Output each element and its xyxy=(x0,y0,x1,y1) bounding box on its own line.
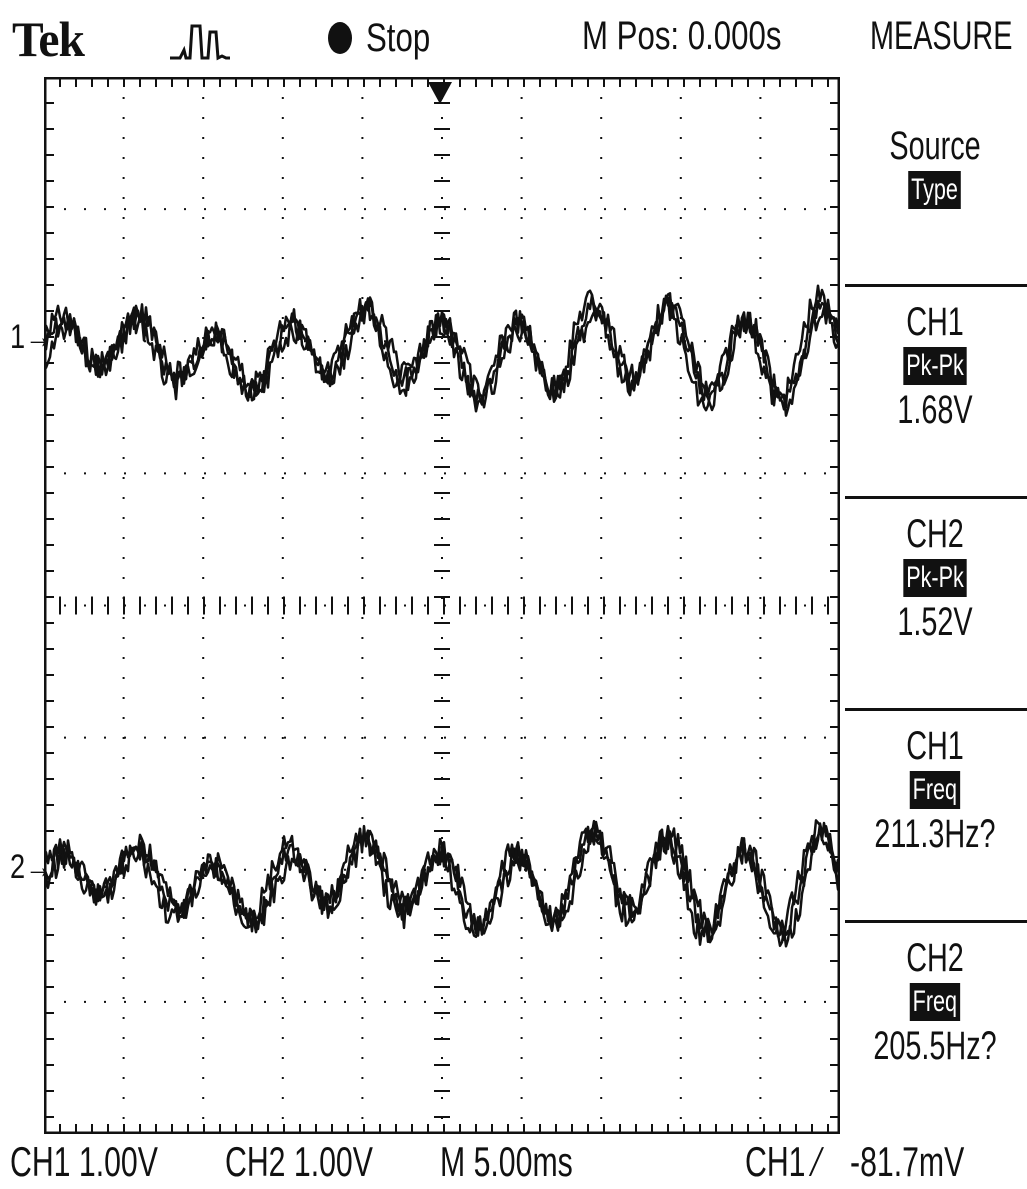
measurement-value: 1.68V xyxy=(897,388,973,432)
measurement-type: Freq xyxy=(909,771,961,809)
measurement-slot-1[interactable]: CH1 Pk-Pk 1.68V xyxy=(843,300,1027,433)
rising-edge-icon: ∕ xyxy=(815,1138,821,1185)
measurement-type: Pk-Pk xyxy=(903,347,967,385)
menu-divider xyxy=(845,284,1027,287)
readout-bar: CH1 1.00V CH2 1.00V M 5.00ms CH1 ∕ -81.7… xyxy=(0,1136,1027,1189)
run-state: Stop xyxy=(328,14,448,62)
source-type-button[interactable]: Source Type xyxy=(843,124,1027,211)
ch2-ground-marker: 2→ xyxy=(10,848,53,886)
ch1-ground-marker: 1→ xyxy=(10,318,53,356)
timebase: M 5.00ms xyxy=(440,1138,573,1185)
ch1-trace-overlay xyxy=(44,284,840,413)
graticule xyxy=(44,77,840,1134)
trigger-level: -81.7mV xyxy=(850,1138,965,1185)
measurement-value: 205.5Hz? xyxy=(873,1024,997,1068)
horizontal-position: M Pos: 0.000s xyxy=(582,14,782,58)
menu-divider xyxy=(845,708,1027,711)
menu-title: MEASURE xyxy=(870,14,1013,58)
ch1-scale: CH1 1.00V xyxy=(10,1138,158,1185)
menu-divider xyxy=(845,496,1027,499)
trigger-source: CH1 xyxy=(745,1138,806,1185)
measurement-slot-2[interactable]: CH2 Pk-Pk 1.52V xyxy=(843,512,1027,645)
measurement-channel: CH1 xyxy=(906,724,964,768)
menu-divider xyxy=(845,920,1027,923)
ch2-trace-overlay xyxy=(44,824,840,948)
measurement-type: Pk-Pk xyxy=(903,559,967,597)
measurement-type: Freq xyxy=(909,983,961,1021)
measurement-slot-4[interactable]: CH2 Freq 205.5Hz? xyxy=(843,936,1027,1069)
measurement-channel: CH2 xyxy=(906,936,964,980)
measurement-channel: CH1 xyxy=(906,300,964,344)
status-bar: Tek Stop M Pos: 0.000s MEASURE xyxy=(0,0,1027,75)
trigger-position-icon xyxy=(428,82,452,104)
ch1-trace-overlay xyxy=(44,292,840,417)
ch2-scale: CH2 1.00V xyxy=(225,1138,373,1185)
single-pulse-waveform-icon xyxy=(170,18,230,67)
measurement-slot-3[interactable]: CH1 Freq 211.3Hz? xyxy=(843,724,1027,857)
measurement-channel: CH2 xyxy=(906,512,964,556)
type-button-label: Type xyxy=(908,171,962,209)
brand-logo: Tek xyxy=(12,11,85,67)
waveform-display xyxy=(44,77,840,1134)
measurement-value: 211.3Hz? xyxy=(874,812,996,856)
source-label: Source xyxy=(889,124,981,168)
measurement-value: 1.52V xyxy=(897,600,973,644)
run-state-label: Stop xyxy=(366,15,431,60)
stop-indicator-icon xyxy=(328,22,352,54)
